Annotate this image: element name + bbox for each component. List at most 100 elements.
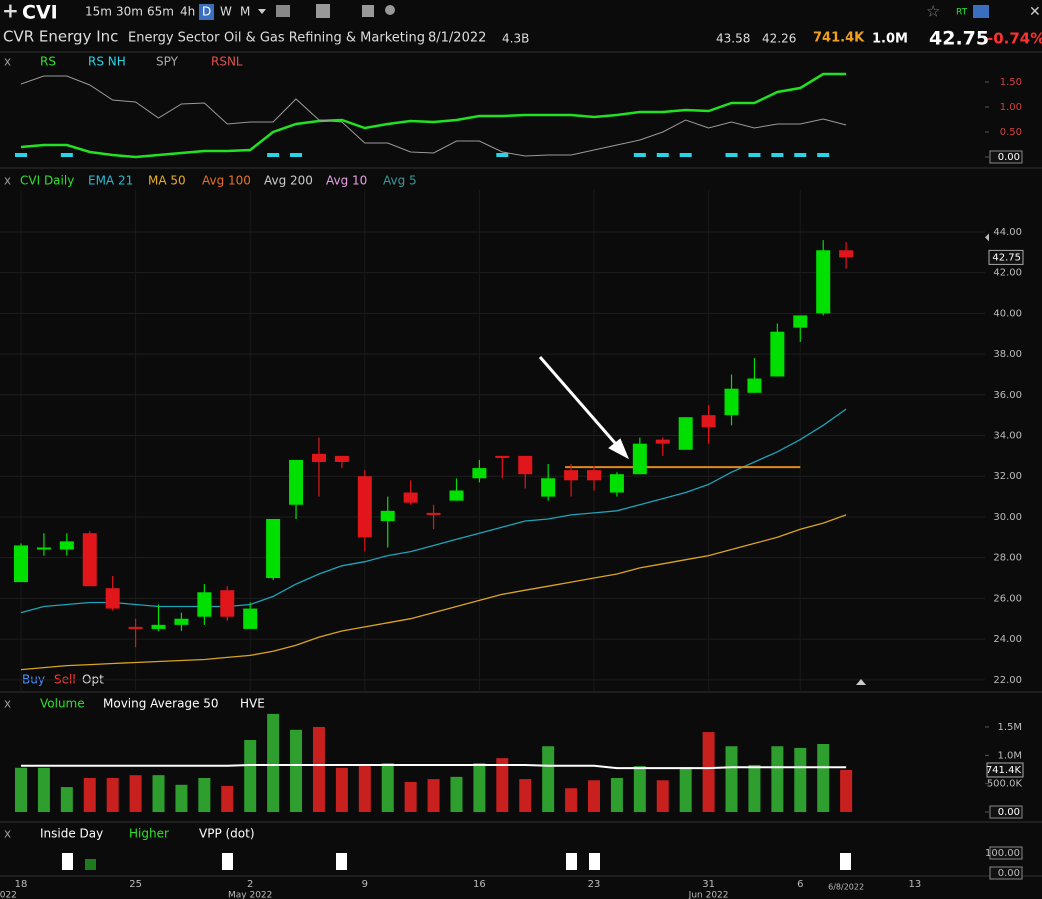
volume-bar [519,779,532,813]
candle-body [747,378,762,393]
volume-bar [37,767,50,813]
timeframe[interactable]: 30m [116,5,143,19]
x-tick-label: 25 [129,879,142,890]
timeframe[interactable]: M [240,5,250,19]
y-tick-label: 0.00 [998,868,1020,879]
volume-bar [83,778,96,813]
legend-item[interactable]: Avg 100 [202,174,251,188]
x-tick-label: 16 [473,879,486,890]
y-tick-label: 34.00 [993,431,1022,442]
legend-item[interactable]: EMA 21 [88,174,133,188]
add-icon[interactable]: + [2,0,19,23]
volume-ma-line [21,764,847,770]
legend-item[interactable]: Avg 5 [383,174,417,188]
symbol[interactable]: CVI [22,2,58,24]
toolbar-icon[interactable] [316,4,330,18]
market-cap: 4.3B [502,32,529,46]
price-box [988,249,1024,265]
higher-marker [85,859,96,870]
new-high-marker [60,153,73,157]
volume-bar [175,784,188,813]
volume-bar [588,780,600,813]
candle-body [82,533,97,587]
toolbar-icon[interactable] [276,5,290,17]
inside-day [336,853,347,870]
tick-box [989,846,1023,860]
volume-bar [198,778,211,813]
candle-body [587,470,601,481]
timeframe[interactable]: 15m [85,5,112,19]
close-icon[interactable]: ✕ [1029,4,1041,20]
legend-item[interactable]: Higher [129,827,169,841]
volume-bar [771,746,784,813]
inside-day [62,853,73,870]
legend-item[interactable]: Volume [40,697,85,711]
volume-bar [358,766,371,813]
volume-bar [840,769,853,813]
close-panel[interactable]: x [4,174,11,188]
volume-bar [679,767,692,813]
legend-item[interactable]: CVI Daily [20,174,74,188]
candle-body [357,476,372,538]
legend-item[interactable]: Avg 10 [326,174,367,188]
close-panel[interactable]: x [4,827,11,841]
inside-day [222,853,233,870]
candle-body [472,468,487,479]
legend-item[interactable]: Moving Average 50 [103,697,219,711]
new-high-marker [725,153,738,157]
timeframe[interactable]: 4h [180,5,195,19]
rt-icon[interactable]: RT [956,8,968,18]
new-high-marker [679,153,692,157]
candle-body [197,592,212,617]
candle-body [380,510,395,522]
volume-bar [15,767,27,813]
stat: 42.26 [762,32,796,46]
legend-item[interactable]: Inside Day [40,827,103,841]
toolbar-icon[interactable] [973,5,989,18]
y-tick-label: 0.50 [1000,127,1022,138]
candle-body [564,470,579,481]
legend-item[interactable]: HVE [240,697,265,711]
timeframe[interactable]: W [220,5,232,19]
legend-item[interactable]: Avg 200 [264,174,313,188]
moving-average [20,514,847,671]
legend-item[interactable]: RS NH [88,55,126,69]
dropdown-icon[interactable] [258,9,266,14]
candle-body [243,608,258,629]
timeframe[interactable]: D [202,5,211,19]
legend-item[interactable]: RSNL [211,55,243,69]
scroll-icon[interactable] [856,679,866,685]
new-high-marker [633,153,646,157]
volume-bar [335,767,348,813]
y-tick-label: 1.50 [1000,77,1022,88]
volume-bar [60,787,73,813]
new-high-marker [496,153,509,157]
stat: 43.58 [716,32,750,46]
star-icon[interactable]: ☆ [926,2,940,21]
close-panel[interactable]: x [4,697,11,711]
inside-day [566,853,577,870]
new-high-marker [290,153,303,157]
volume-bar [106,778,119,813]
candle-body [105,588,120,609]
y-tick-label: 42.00 [993,268,1022,279]
inside-day [840,853,851,870]
change: -0.74% [987,30,1042,48]
volume-bar [794,747,807,813]
x-tick-label: 23 [588,879,601,890]
legend-item[interactable]: VPP (dot) [199,827,255,841]
legend-item[interactable]: MA 50 [148,174,186,188]
timeframe[interactable]: 65m [147,5,174,19]
new-high-marker [267,153,280,157]
x-tick-label: 31 [702,879,715,890]
toolbar-icon[interactable] [385,5,395,15]
close-panel[interactable]: x [4,55,11,69]
legend-item[interactable]: SPY [156,55,179,69]
candle-body [541,478,556,497]
arrow [538,356,624,452]
legend-item[interactable]: RS [40,55,56,69]
candle-body [174,618,189,625]
new-high-marker [794,153,807,157]
candle-body [678,417,693,450]
toolbar-icon[interactable] [362,5,374,17]
